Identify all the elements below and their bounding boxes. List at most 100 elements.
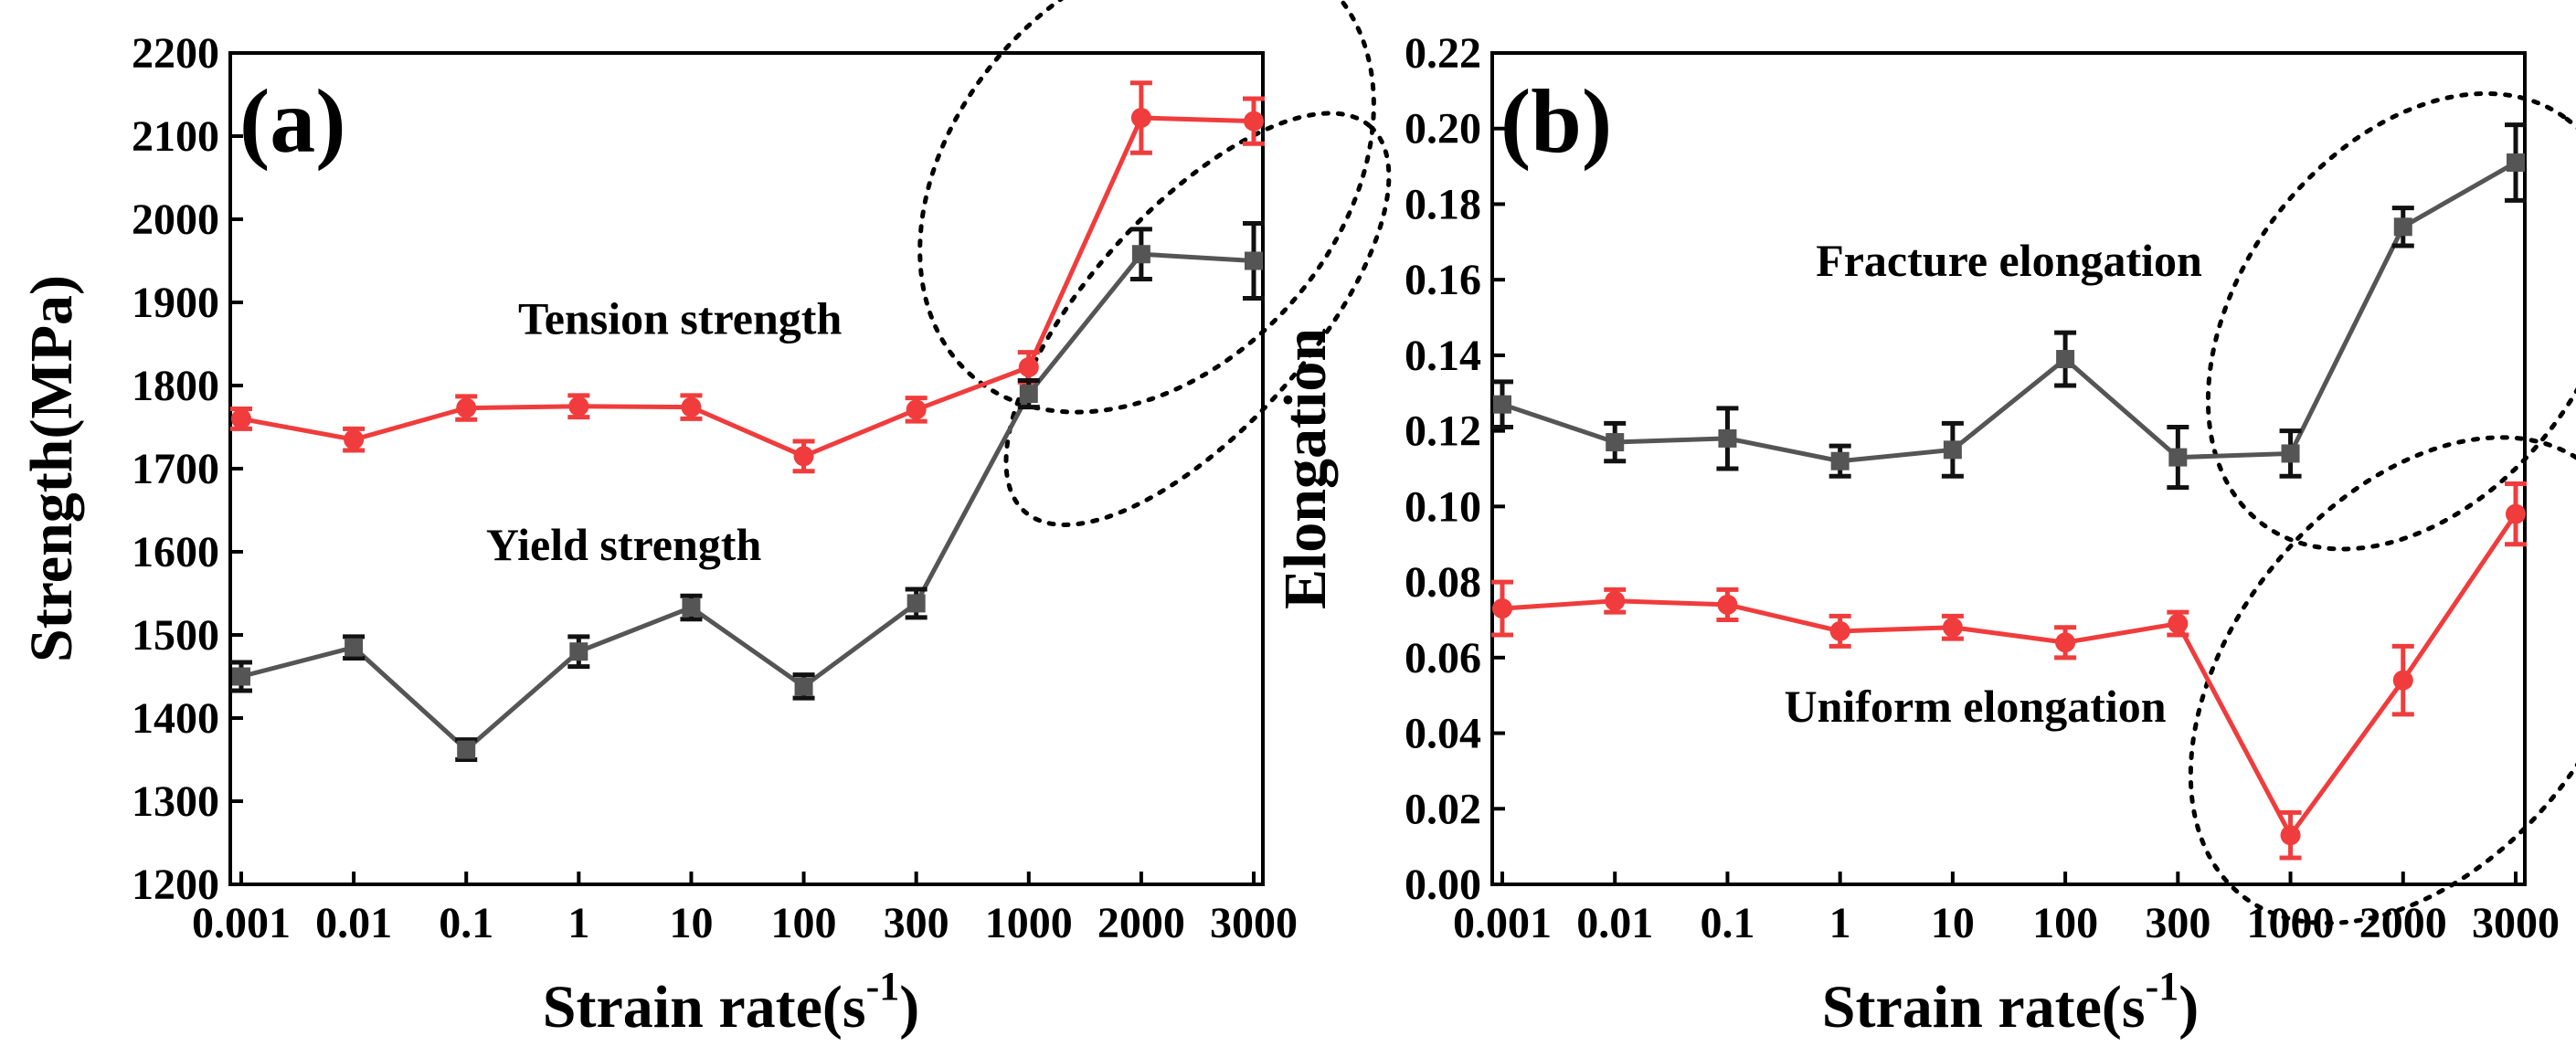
- panel-b-x-tick-label: 0.1: [1700, 899, 1754, 947]
- panel-b-data-point: [2393, 217, 2412, 237]
- panel-b-series-line: [1501, 160, 2518, 464]
- panel-a-y-tick-label: 1300: [132, 777, 219, 826]
- panel-a-x-tick-label: 0.001: [192, 899, 291, 947]
- panel-a-y-tick-label: 1600: [132, 528, 219, 576]
- panel-a-strength-chart: 1200130014001500160017001800190020002100…: [18, 0, 1392, 1041]
- panel-a-data-point: [794, 677, 813, 696]
- panel-a-y-tick-label: 1800: [132, 362, 219, 410]
- panel-a-y-tick-label: 1900: [132, 279, 219, 327]
- panel-a-data-point: [568, 396, 589, 417]
- panel-b-series: [1491, 122, 2527, 861]
- panel-a-x-axis-title-sup: -1: [866, 964, 900, 1009]
- panel-b-data-point: [1605, 590, 1626, 611]
- panel-b-series-uniform-elongation: [1491, 481, 2527, 861]
- panel-b-x-tick-label: 100: [2032, 899, 2098, 947]
- panel-b-data-point: [1717, 594, 1738, 615]
- panel-a-y-tick-label: 1200: [132, 861, 219, 909]
- panel-b-y-tick-label: 0.20: [1405, 105, 1481, 153]
- panel-b-data-point: [1830, 451, 1850, 470]
- panel-b-data-point: [1942, 617, 1963, 638]
- panel-a-x-axis-title: Strain rate(s-1): [543, 964, 919, 1041]
- panel-b-y-axis-title: Elongation: [1272, 328, 1339, 609]
- panel-b-dotted-ellipse: [2205, 90, 2576, 552]
- panel-b-data-point: [2506, 503, 2526, 524]
- panel-a-data-point: [1018, 356, 1039, 377]
- panel-a-data-point: [344, 429, 365, 450]
- panel-b-x-tick-label: 2000: [2359, 899, 2447, 947]
- panel-a-series-tension-strength: [230, 80, 1265, 474]
- panel-b-plot-frame: [1490, 51, 2527, 886]
- panel-a-x-tick-label: 100: [771, 899, 837, 947]
- panel-b-x-tick-label: 0.01: [1576, 899, 1653, 947]
- panel-b-series-fracture-elongation: [1491, 122, 2527, 491]
- panel-a-y-axis: 1200 1300 1400 1500 1600 1700 1800 1900 2000 2100…: [132, 29, 243, 909]
- panel-a-series-yield-strength: [230, 221, 1265, 762]
- panel-b-y-tick-label: 0.10: [1405, 482, 1481, 531]
- panel-b-annotation: Fracture elongation: [1816, 235, 2202, 286]
- panel-b-x-axis-title-close: ): [2178, 974, 2199, 1041]
- panel-b-y-tick-label: 0.16: [1405, 256, 1481, 304]
- panel-b-data-point: [2168, 448, 2188, 467]
- panel-a-y-tick-label: 1400: [132, 694, 219, 743]
- panel-a-y-tick-label: 2200: [132, 29, 219, 78]
- panel-b-data-point: [2281, 444, 2300, 463]
- panel-a-x-axis-title-close: ): [899, 974, 919, 1041]
- panel-a-data-point: [231, 408, 251, 429]
- panel-a-data-point: [906, 399, 927, 420]
- panel-a-x-tick-label: 3000: [1210, 899, 1298, 947]
- panel-a-annotations: Tension strength Yield strength: [486, 293, 843, 571]
- panel-a-annotation: Yield strength: [486, 519, 762, 570]
- panel-b-x-tick-label: 0.001: [1453, 899, 1552, 947]
- panel-b-highlight-ellipses: [2188, 90, 2576, 925]
- panel-a-x-tick-label: 2000: [1097, 899, 1185, 947]
- panel-b-x-axis-title-sup: -1: [2146, 964, 2179, 1009]
- panel-b-annotations: Fracture elongation Uniform elongation: [1785, 235, 2202, 732]
- panel-a-x-tick-label: 1: [567, 899, 589, 947]
- panel-a-highlight-ellipses: [917, 0, 1392, 527]
- panel-b-data-point: [2056, 350, 2075, 369]
- panel-b-x-tick-label: 3000: [2472, 899, 2560, 947]
- panel-a-x-tick-label: 0.01: [315, 899, 392, 947]
- panel-b-x-tick-label: 1: [1829, 899, 1851, 947]
- panel-a-x-axis: 0.001 0.01 0.1 1 10 100 300 1000 2000 3000: [192, 872, 1298, 947]
- panel-b-y-tick-label: 0.06: [1405, 634, 1481, 682]
- panel-a-plot-frame: [228, 51, 1265, 886]
- panel-a-series-line: [240, 251, 1255, 753]
- panel-a-series: [230, 80, 1265, 762]
- panel-a-data-point: [1245, 251, 1263, 270]
- panel-b-data-point: [2168, 613, 2189, 634]
- panel-b-y-tick-label: 0.22: [1405, 29, 1481, 78]
- panel-a-label: (a): [239, 70, 346, 172]
- panel-b-x-tick-label: 300: [2145, 899, 2210, 947]
- panel-b-y-tick-label: 0.02: [1405, 785, 1481, 833]
- panel-a-series-line: [240, 115, 1255, 460]
- panel-b-data-point: [1718, 428, 1737, 448]
- panel-a-data-point: [232, 667, 250, 686]
- panel-b-y-axis: 0.00 0.02 0.04 0.06 0.08 0.10 0.12 0.14 0.16 0.18…: [1405, 29, 1505, 909]
- panel-a-y-tick-label: 2100: [132, 112, 219, 161]
- panel-a-dotted-ellipse: [917, 0, 1376, 415]
- panel-a-x-tick-label: 0.1: [439, 899, 493, 947]
- panel-b-y-tick-label: 0.04: [1405, 710, 1481, 758]
- panel-a-data-point: [793, 446, 814, 467]
- panel-b-data-point: [2055, 632, 2076, 653]
- panel-a-data-point: [345, 638, 364, 657]
- panel-b-y-tick-label: 0.08: [1405, 558, 1481, 607]
- panel-a-data-point: [681, 396, 702, 418]
- panel-a-x-tick-label: 10: [669, 899, 713, 947]
- panel-a-data-point: [569, 642, 588, 661]
- panel-b-label: (b): [1500, 70, 1612, 172]
- panel-b-data-point: [2507, 153, 2525, 172]
- panel-a-y-axis-title: Strength(MPa): [18, 275, 85, 662]
- panel-b-dotted-ellipse: [2188, 435, 2576, 925]
- panel-a-y-tick-label: 1700: [132, 445, 219, 493]
- panel-b-data-point: [2392, 670, 2413, 691]
- panel-b-elongation-chart: 0.00 0.02 0.04 0.06 0.08 0.10 0.12 0.14 0.16 0.18…: [1272, 29, 2576, 1041]
- panel-a-x-axis-title-main: Strain rate(s: [543, 974, 866, 1041]
- panel-a-data-point: [1244, 111, 1264, 132]
- panel-b-data-point: [1492, 598, 1512, 619]
- panel-a-data-point: [457, 740, 476, 759]
- panel-b-y-tick-label: 0.00: [1405, 861, 1481, 909]
- panel-b-x-axis-title: Strain rate(s-1): [1822, 964, 2199, 1041]
